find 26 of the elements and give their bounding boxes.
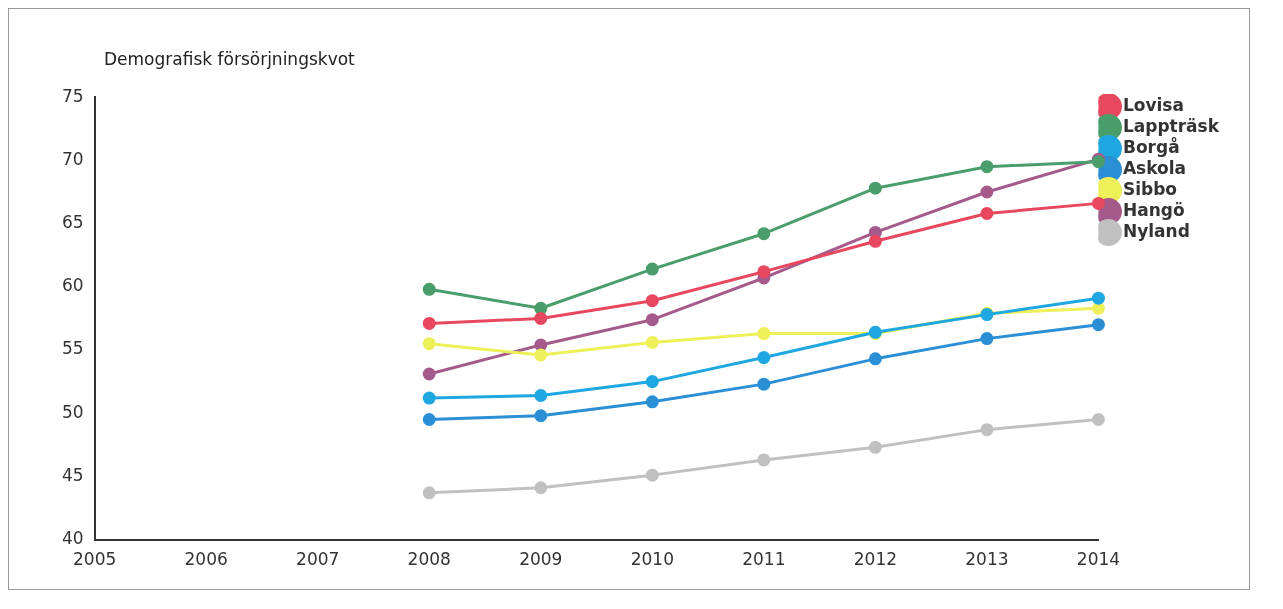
y-tick-label: 40	[61, 528, 84, 549]
y-axis-title: Demografisk försörjningskvot	[104, 49, 355, 69]
legend-label: Hangö	[1122, 199, 1185, 220]
legend-label: Nyland	[1122, 220, 1190, 241]
legend-label: Askola	[1122, 157, 1187, 178]
y-tick-label: 75	[61, 85, 84, 106]
x-tick-label: 2007	[296, 549, 340, 570]
x-tick-label: 2011	[742, 549, 786, 570]
x-tick-label: 2009	[519, 549, 563, 570]
y-tick-label: 50	[61, 401, 84, 422]
y-tick-label: 70	[61, 148, 84, 169]
x-tick-label: 2014	[1076, 549, 1121, 570]
legend-label: Lovisa	[1122, 94, 1184, 115]
x-tick-label: 2006	[184, 549, 228, 570]
legend-label: Lappträsk	[1122, 115, 1220, 136]
legend-label: Borgå	[1122, 135, 1180, 157]
x-tick-label: 2013	[965, 549, 1009, 570]
y-tick-label: 45	[61, 464, 84, 485]
x-tick-label: 2008	[407, 549, 451, 570]
y-tick-label: 60	[61, 275, 84, 296]
x-tick-label: 2012	[853, 549, 898, 570]
y-tick-label: 65	[61, 212, 84, 233]
y-tick-label: 55	[61, 338, 84, 359]
legend-label: Sibbo	[1122, 178, 1178, 199]
x-tick-label: 2010	[630, 549, 674, 570]
x-tick-label: 2005	[73, 549, 117, 570]
